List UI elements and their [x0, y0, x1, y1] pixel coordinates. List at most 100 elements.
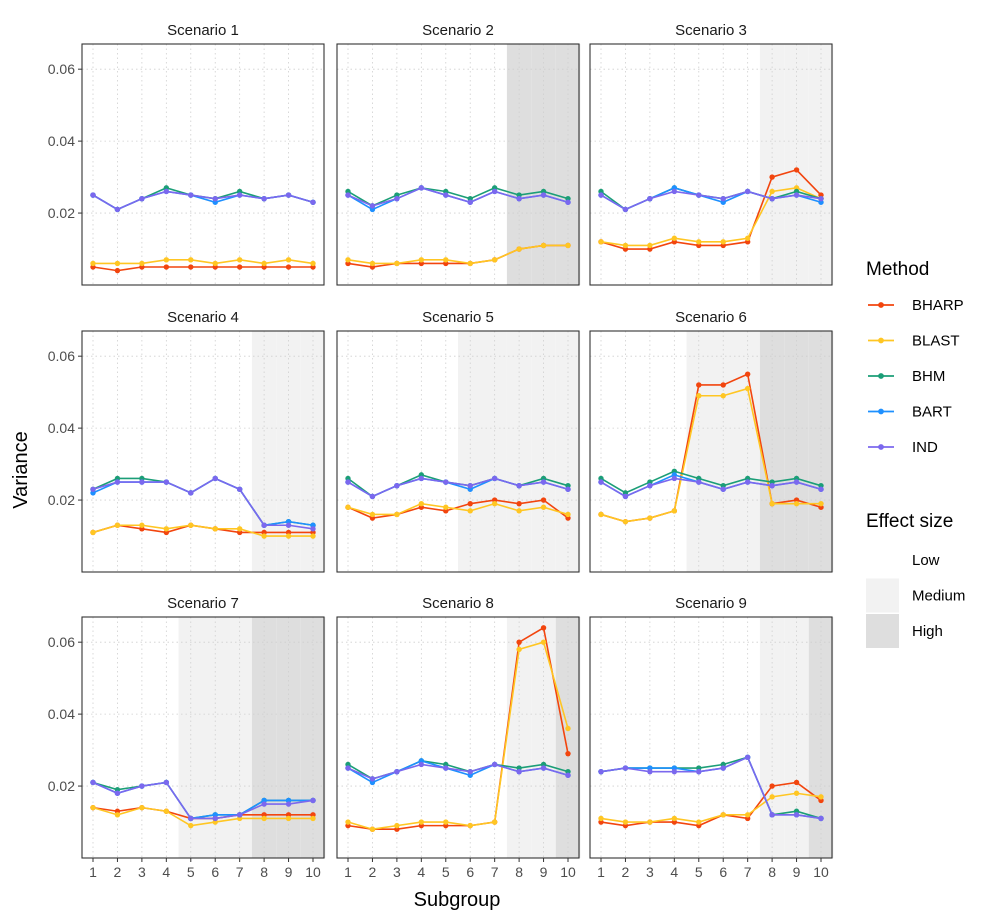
- effect-band-medium: [531, 617, 556, 858]
- effect-band-medium: [735, 331, 760, 572]
- legend-item-bhm: BHM: [868, 368, 945, 385]
- data-point-ind: [491, 761, 498, 768]
- data-point-ind: [516, 482, 522, 489]
- data-point-bharp: [793, 167, 800, 173]
- data-point-ind: [345, 479, 351, 485]
- data-point-ind: [622, 765, 629, 771]
- data-point-ind: [671, 188, 678, 195]
- panel-scenario-2: Scenario 2: [336, 22, 581, 286]
- data-point-blast: [622, 242, 629, 249]
- legend-item-bart: BART: [868, 404, 952, 421]
- y-tick-label: 0.02: [48, 492, 75, 508]
- effect-band-medium: [711, 331, 736, 572]
- effect-band-medium: [759, 44, 785, 285]
- legend-effect-swatch: [866, 543, 899, 577]
- data-point-blast: [540, 242, 547, 249]
- data-point-ind: [696, 768, 702, 775]
- panel-border: [81, 330, 325, 573]
- data-point-blast: [212, 260, 218, 267]
- panel-border: [589, 616, 833, 859]
- data-point-blast: [139, 804, 145, 811]
- legend-swatch-point: [878, 302, 884, 308]
- series-line-ind: [347, 763, 569, 780]
- x-tick-label: 4: [162, 864, 170, 880]
- series-line-blast: [347, 641, 569, 831]
- data-point-blast: [647, 515, 653, 521]
- data-point-bharp: [720, 382, 726, 388]
- legend-title-effect: Effect size: [866, 511, 953, 532]
- legend-item-effect-high: High: [866, 614, 943, 648]
- data-point-blast: [491, 819, 498, 825]
- data-point-blast: [90, 529, 96, 536]
- data-point-ind: [345, 765, 351, 771]
- legend-item-bharp: BHARP: [868, 297, 964, 314]
- panel-scenario-1: Scenario 1 0.02 0.04 0.06: [48, 22, 325, 286]
- effect-band-medium: [531, 331, 556, 572]
- data-point-ind: [622, 493, 629, 500]
- y-tick-label: 0.02: [48, 205, 75, 221]
- panel-title: Scenario 3: [675, 22, 747, 39]
- data-point-blast: [720, 239, 726, 245]
- legend-swatch-point: [878, 444, 884, 450]
- data-point-blast: [418, 257, 425, 263]
- series-line-blast: [92, 524, 313, 537]
- data-point-blast: [212, 526, 218, 532]
- x-tick-label: 5: [187, 864, 195, 880]
- legend-label: Low: [912, 552, 940, 569]
- data-point-blast: [285, 257, 292, 263]
- data-point-ind: [139, 783, 145, 789]
- data-point-ind: [647, 195, 653, 202]
- data-point-blast: [467, 508, 473, 514]
- data-point-ind: [598, 192, 604, 198]
- x-tick-label: 3: [393, 864, 401, 880]
- data-point-ind: [696, 479, 702, 485]
- data-point-blast: [744, 385, 751, 392]
- data-point-ind: [443, 479, 449, 485]
- y-tick-label: 0.04: [48, 133, 75, 149]
- data-point-ind: [418, 761, 425, 768]
- data-point-ind: [818, 815, 824, 822]
- data-point-ind: [236, 192, 243, 198]
- data-point-ind: [212, 195, 218, 202]
- data-point-blast: [467, 822, 473, 829]
- x-tick-label: 2: [622, 864, 630, 880]
- data-point-ind: [139, 479, 145, 485]
- data-point-ind: [188, 815, 194, 822]
- x-tick-label: 10: [305, 864, 321, 880]
- effect-band-medium: [506, 617, 532, 858]
- data-point-ind: [285, 192, 292, 198]
- data-point-blast: [261, 815, 267, 822]
- data-point-blast: [236, 526, 243, 532]
- data-point-ind: [369, 493, 376, 500]
- data-point-blast: [188, 822, 194, 829]
- data-point-blast: [345, 819, 351, 825]
- data-point-blast: [565, 242, 571, 249]
- data-point-blast: [261, 260, 267, 267]
- data-point-ind: [394, 768, 400, 775]
- legend-effect-swatch: [866, 578, 899, 613]
- series-line-blast: [92, 806, 313, 827]
- x-tick-label: 6: [211, 864, 219, 880]
- effect-band-high: [784, 331, 809, 572]
- data-point-bharp: [540, 625, 547, 631]
- x-tick-label: 4: [417, 864, 425, 880]
- panel-title: Scenario 9: [675, 595, 747, 612]
- data-point-ind: [598, 768, 604, 775]
- panel-title: Scenario 8: [422, 595, 494, 612]
- data-point-ind: [163, 479, 170, 485]
- legend-label: Medium: [912, 588, 965, 605]
- series-line-blast: [347, 502, 569, 516]
- data-point-ind: [285, 522, 292, 528]
- panel-border: [336, 616, 580, 859]
- data-point-blast: [769, 794, 775, 800]
- data-point-ind: [793, 192, 800, 198]
- data-point-ind: [188, 192, 194, 198]
- data-point-blast: [188, 522, 194, 528]
- legend-label: BHARP: [912, 297, 964, 314]
- x-tick-label: 4: [670, 864, 678, 880]
- x-tick-label: 8: [260, 864, 268, 880]
- x-tick-label: 10: [813, 864, 829, 880]
- panel-border: [81, 616, 325, 859]
- data-point-blast: [236, 257, 243, 263]
- y-tick-label: 0.06: [48, 61, 75, 77]
